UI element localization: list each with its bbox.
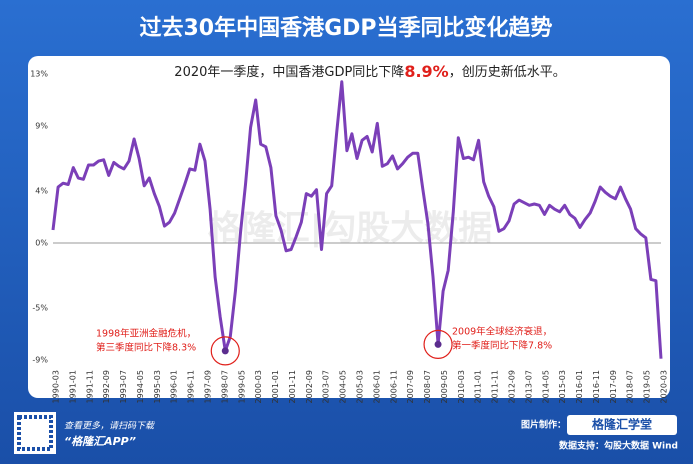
x-tick-label: 2017-09	[609, 370, 618, 403]
x-tick-label: 2006-11	[389, 370, 398, 403]
x-tick-label: 1999-05	[237, 370, 246, 403]
footer-source: 数据支持：勾股大数据 Wind	[559, 440, 678, 452]
x-tick-label: 2016-11	[592, 370, 601, 403]
panel	[28, 56, 670, 398]
qr-pattern	[17, 415, 53, 451]
x-tick-label: 1993-07	[119, 370, 128, 403]
x-tick-label: 2002-09	[305, 370, 314, 403]
footer-scan: 查看更多，请扫码下载	[64, 421, 155, 432]
x-tick-label: 2008-07	[423, 370, 432, 403]
x-tick-label: 1991-01	[68, 370, 77, 403]
footer-maker: 格隆汇学堂	[592, 417, 652, 432]
y-tick-label: -5%	[32, 304, 48, 313]
y-tick-label: 0%	[35, 239, 48, 248]
x-tick-label: 1994-05	[136, 370, 145, 403]
x-tick-label: 2006-01	[372, 370, 381, 403]
subtitle-text: 2020年一季度，中国香港GDP同比下降	[174, 64, 404, 80]
x-tick-label: 1996-11	[187, 370, 196, 403]
x-tick-label: 1992-09	[102, 370, 111, 403]
x-tick-label: 1998-07	[220, 370, 229, 403]
x-tick-label: 2020-03	[660, 370, 669, 403]
x-tick-label: 2009-05	[440, 370, 449, 403]
x-tick-label: 1991-11	[85, 370, 94, 403]
x-tick-label: 2001-01	[271, 370, 280, 403]
x-tick-label: 2015-03	[558, 370, 567, 403]
annotation-dot	[434, 340, 442, 348]
annotation-text: 2009年全球经济衰退，	[452, 326, 552, 338]
y-tick-label: 9%	[35, 122, 48, 131]
subtitle-highlight: 8.9%	[404, 62, 448, 81]
x-tick-label: 2000-03	[254, 370, 263, 403]
x-tick-label: 2001-11	[288, 370, 297, 403]
x-tick-label: 2012-09	[508, 370, 517, 403]
x-tick-label: 2003-07	[322, 370, 331, 403]
subtitle-text: ，创历史新低水平。	[449, 64, 566, 80]
annotation-text: 第三季度同比下降8.3%	[96, 342, 196, 354]
x-tick-label: 2018-07	[626, 370, 635, 403]
line	[51, 80, 663, 359]
chart-title: 过去30年中国香港GDP当季同比变化趋势	[139, 15, 552, 41]
footer-app: “格隆汇APP”	[64, 435, 136, 448]
x-tick-label: 2016-01	[575, 370, 584, 403]
x-tick-label: 2019-05	[643, 370, 652, 403]
x-tick-label: 2014-05	[541, 370, 550, 403]
x-tick-label: 2005-03	[356, 370, 365, 403]
x-tick-label: 1995-03	[153, 370, 162, 403]
y-tick-label: -9%	[32, 356, 48, 365]
annotation-circle	[423, 329, 453, 359]
watermark: 格隆汇|勾股大数据	[208, 209, 492, 249]
x-tick-label: 2011-11	[491, 370, 500, 403]
annotation-dot	[221, 347, 229, 355]
y-tick-label: 13%	[30, 70, 48, 79]
x-tick-label: 1990-03	[52, 370, 61, 403]
annotation-text: 第一季度同比下降7.8%	[452, 340, 552, 352]
subtitle: 2020年一季度，中国香港GDP同比下降8.9%，创历史新低水平。	[174, 62, 565, 81]
annotation-circle	[210, 336, 240, 366]
y-tick-label: 4%	[35, 187, 48, 196]
x-tick-label: 2010-03	[457, 370, 466, 403]
x-tick-label: 2004-05	[339, 370, 348, 403]
x-tick-label: 2007-09	[406, 370, 415, 403]
x-tick-label: 1996-01	[170, 370, 179, 403]
x-tick-label: 2013-07	[524, 370, 533, 403]
annotation-text: 1998年亚洲金融危机，	[96, 328, 196, 340]
maker-badge	[567, 415, 677, 435]
x-tick-label: 1997-09	[204, 370, 213, 403]
x-tick-label: 2011-01	[474, 370, 483, 403]
footer-maker-label: 图片制作：	[521, 419, 566, 431]
